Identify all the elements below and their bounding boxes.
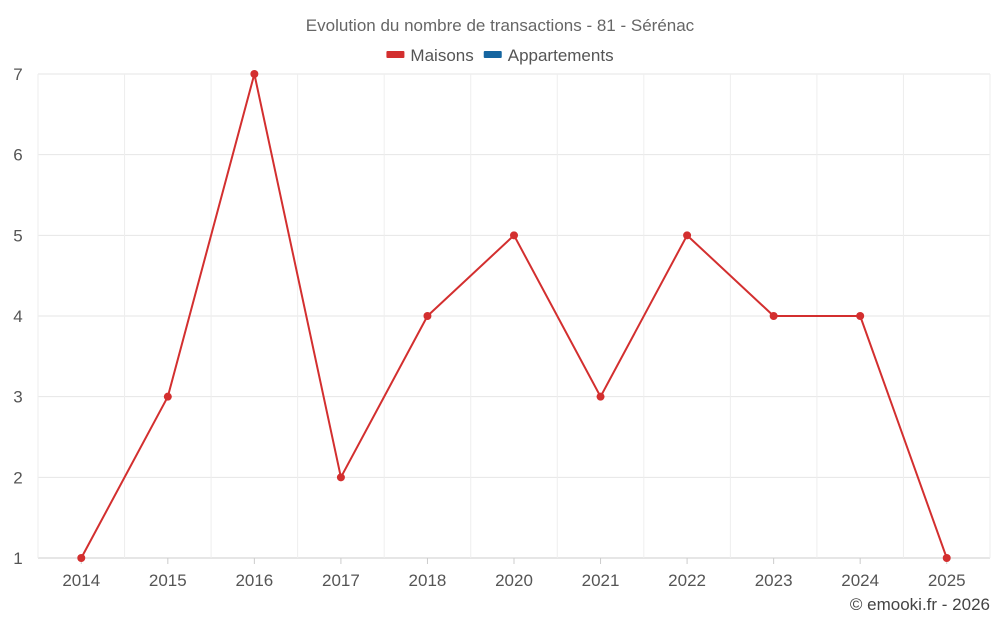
x-tick-label: 2016 xyxy=(235,571,273,590)
x-tick-label: 2015 xyxy=(149,571,187,590)
y-tick-label: 7 xyxy=(13,65,22,84)
series-layer xyxy=(77,70,951,562)
data-point[interactable] xyxy=(856,312,865,320)
chart-title: Evolution du nombre de transactions - 81… xyxy=(306,16,695,35)
data-point[interactable] xyxy=(596,392,605,401)
data-point[interactable] xyxy=(510,231,518,240)
data-point[interactable] xyxy=(77,554,86,562)
data-point[interactable] xyxy=(683,231,692,240)
x-tick-label: 2017 xyxy=(322,571,360,590)
y-tick-label: 2 xyxy=(13,468,22,487)
y-axis: 1 2 3 4 5 6 7 xyxy=(13,65,22,568)
x-tick-label: 2018 xyxy=(409,571,447,590)
legend: Maisons Appartements xyxy=(386,46,614,65)
data-point[interactable] xyxy=(163,392,172,401)
y-tick-label: 4 xyxy=(13,307,22,326)
y-tick-label: 5 xyxy=(13,226,22,245)
x-tick-label: 2021 xyxy=(582,571,620,590)
legend-swatch-maisons xyxy=(386,51,405,58)
x-tick-label: 2023 xyxy=(755,571,793,590)
y-tick-label: 3 xyxy=(13,388,22,407)
y-tick-label: 1 xyxy=(13,549,22,568)
legend-label-appartements[interactable]: Appartements xyxy=(508,46,614,65)
data-point[interactable] xyxy=(250,70,259,78)
x-tick-label: 2022 xyxy=(668,571,706,590)
x-tick-label: 2024 xyxy=(841,571,879,590)
legend-items: Maisons Appartements xyxy=(386,46,614,65)
legend-swatch-appartements xyxy=(483,51,502,58)
x-tick-label: 2014 xyxy=(62,571,100,590)
data-point[interactable] xyxy=(769,312,778,320)
y-tick-label: 6 xyxy=(13,146,22,165)
legend-label-maisons[interactable]: Maisons xyxy=(410,46,473,65)
data-point[interactable] xyxy=(336,473,345,482)
data-point[interactable] xyxy=(423,312,432,320)
x-axis: 2014 2015 2016 2017 2018 2020 2021 2022 2023 2024… xyxy=(62,558,966,590)
copyright-credit: © emooki.fr - 2026 xyxy=(850,595,990,614)
data-point[interactable] xyxy=(942,554,951,562)
x-tick-label: 2020 xyxy=(495,571,533,590)
x-tick-label: 2025 xyxy=(928,571,966,590)
